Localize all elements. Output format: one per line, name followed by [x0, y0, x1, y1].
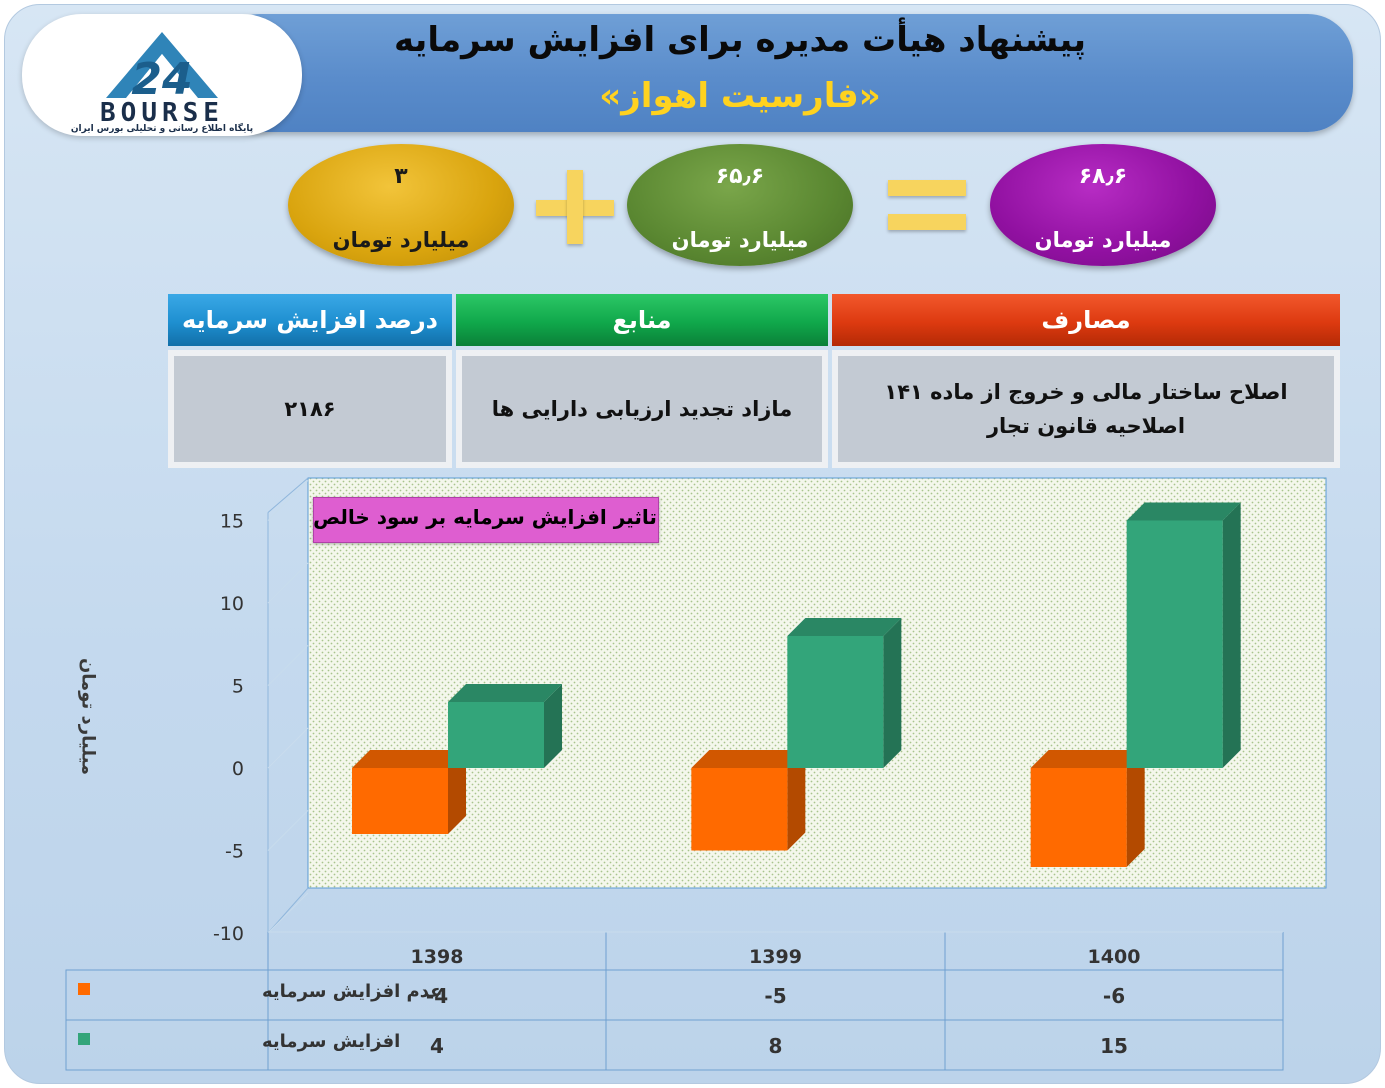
x-tick-label: 1400 — [1088, 946, 1141, 968]
gridline — [267, 562, 309, 604]
chart-title-box — [313, 497, 659, 543]
header-uses: مصارف — [832, 294, 1340, 346]
bar-1398-series-1 — [448, 702, 544, 768]
bar-1400-series-1 — [1126, 520, 1223, 768]
data-table-value: -4 — [426, 984, 448, 1008]
total-capital-value: ۶۸٫۶ — [1078, 164, 1128, 189]
cell-percent: ۲۱۸۶ — [168, 350, 452, 468]
capital-increase-oval: ۳ میلیارد تومان — [288, 144, 514, 266]
page-title: پیشنهاد هیأت مدیره برای افزایش سرمایه — [393, 20, 1087, 60]
header-sources: منابع — [456, 294, 828, 346]
bar-1399-series-0 — [691, 768, 788, 851]
bar-side — [544, 684, 562, 768]
data-table-value: 4 — [430, 1034, 444, 1058]
cell-sources: مازاد تجدید ارزیابی دارایی ها — [456, 350, 828, 468]
equals-icon-lower — [888, 214, 966, 230]
bar-1400-series-0 — [1030, 768, 1127, 867]
bar-1399-series-1 — [787, 636, 884, 768]
y-tick-label: 10 — [220, 593, 244, 615]
total-capital-unit: میلیارد تومان — [1034, 228, 1172, 252]
bar-top — [787, 618, 902, 636]
gridline — [267, 810, 309, 851]
sources-value: مازاد تجدید ارزیابی دارایی ها — [491, 397, 793, 421]
svg-text:24: 24 — [131, 54, 192, 104]
data-table-value: 15 — [1100, 1034, 1128, 1058]
legend-label: افزایش سرمایه — [262, 1031, 400, 1052]
gridline — [267, 480, 309, 521]
logo-tagline: پایگاه اطلاع رسانی و تحلیلی بورس ایران — [70, 124, 254, 134]
capital-increase-unit: میلیارد تومان — [332, 228, 470, 252]
bar-1398-series-0 — [352, 768, 448, 834]
cell-uses: اصلاح ساختار مالی و خروج از ماده ۱۴۱ اصل… — [832, 350, 1340, 468]
gridline — [267, 892, 309, 934]
x-tick-label: 1399 — [749, 946, 802, 968]
data-table-value: 8 — [769, 1034, 783, 1058]
chart-title: تاثیر افزایش سرمایه بر سود خالص — [313, 505, 657, 529]
revaluation-unit: میلیارد تومان — [671, 228, 809, 252]
y-tick-label: 15 — [220, 511, 244, 533]
floor-edge-left — [267, 887, 309, 934]
revaluation-value: ۶۵٫۶ — [715, 164, 765, 189]
y-tick-label: 5 — [232, 676, 244, 698]
y-tick-label: 0 — [232, 758, 244, 780]
equals-icon — [888, 180, 966, 196]
bar-side — [448, 750, 466, 834]
bar-side — [1126, 750, 1145, 867]
gridline — [267, 727, 309, 769]
percent-value: ۲۱۸۶ — [284, 397, 336, 421]
bar-top — [1126, 502, 1241, 521]
top-edge-left — [267, 477, 309, 513]
uses-value: اصلاح ساختار مالی و خروج از ماده ۱۴۱ اصل… — [884, 380, 1288, 438]
data-table-value: -5 — [764, 984, 786, 1008]
gridline — [267, 645, 309, 686]
bar-side — [787, 750, 806, 851]
header-percent: درصد افزایش سرمایه — [168, 294, 452, 346]
total-capital-oval: ۶۸٫۶ میلیارد تومان — [990, 144, 1216, 266]
revaluation-oval: ۶۵٫۶ میلیارد تومان — [627, 144, 853, 266]
y-tick-label: -5 — [225, 841, 244, 863]
data-table-value: -6 — [1103, 984, 1125, 1008]
legend-swatch — [78, 1033, 90, 1045]
bar-side — [1222, 502, 1241, 768]
legend-label: عدم افزایش سرمایه — [262, 981, 442, 1002]
legend-swatch — [78, 983, 90, 995]
title-banner — [215, 14, 1353, 132]
bar-top — [352, 750, 466, 768]
bar-top — [448, 684, 562, 702]
y-axis-label: میلیارد تومان — [77, 657, 99, 776]
plus-icon-vertical — [567, 170, 583, 244]
bar-top — [691, 750, 806, 768]
y-tick-label: -10 — [213, 923, 244, 945]
company-name: «فارسیت اهواز» — [599, 76, 881, 116]
x-tick-label: 1398 — [411, 946, 464, 968]
bourse24-logo: 24 BOURSE پایگاه اطلاع رسانی و تحلیلی بو… — [22, 14, 302, 136]
bar-top — [1030, 750, 1145, 768]
logo-mark-icon: 24 — [106, 32, 218, 105]
bar-side — [883, 618, 902, 768]
logo-word: BOURSE — [100, 98, 224, 128]
capital-increase-value: ۳ — [394, 164, 408, 189]
